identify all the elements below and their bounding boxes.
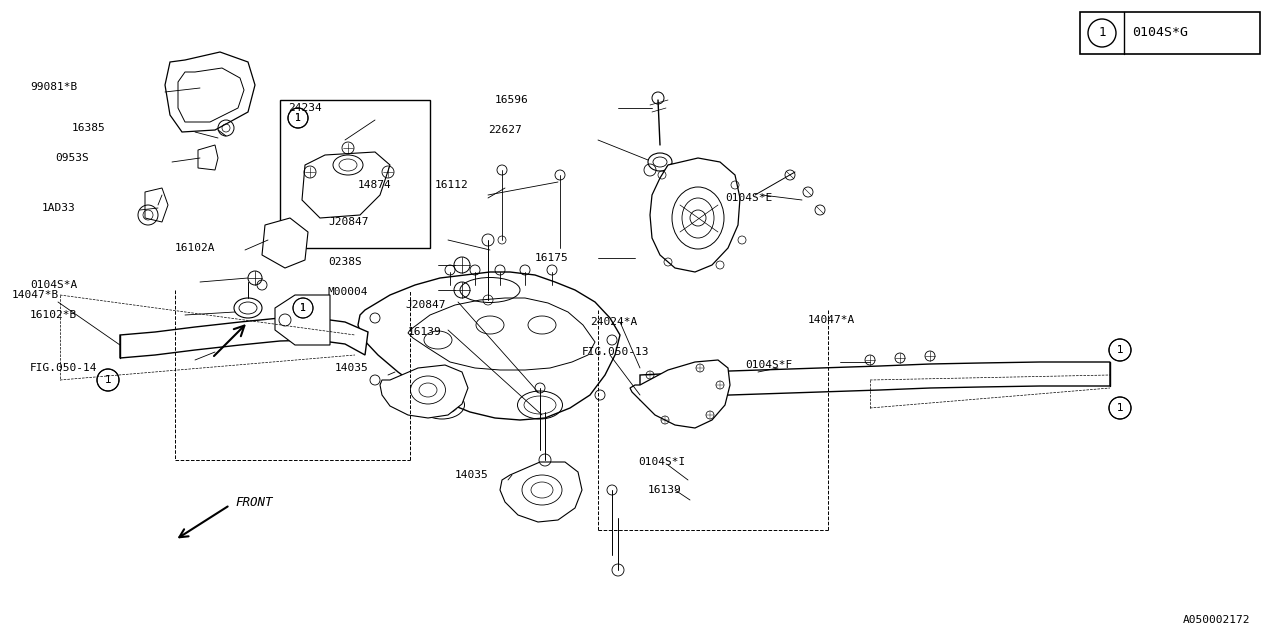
Text: 16102A: 16102A (175, 243, 215, 253)
Polygon shape (358, 272, 620, 420)
Polygon shape (650, 158, 740, 272)
Polygon shape (120, 318, 369, 358)
Text: 16102*B: 16102*B (29, 310, 77, 320)
Text: 1AD33: 1AD33 (42, 203, 76, 213)
Text: 1: 1 (300, 303, 306, 313)
Text: 1: 1 (1098, 26, 1106, 40)
Text: 0104S*F: 0104S*F (745, 360, 792, 370)
Polygon shape (630, 360, 730, 428)
Polygon shape (178, 68, 244, 122)
Polygon shape (275, 295, 330, 345)
Text: 1: 1 (105, 375, 111, 385)
Text: 0238S: 0238S (328, 257, 362, 267)
Text: 1: 1 (296, 113, 301, 123)
Text: 0104S*E: 0104S*E (724, 193, 772, 203)
Text: 14035: 14035 (335, 363, 369, 373)
Polygon shape (302, 152, 390, 218)
Text: 0104S*I: 0104S*I (637, 457, 685, 467)
Polygon shape (380, 365, 468, 418)
Polygon shape (500, 462, 582, 522)
Text: 99081*B: 99081*B (29, 82, 77, 92)
Text: M00004: M00004 (328, 287, 369, 297)
Text: 16112: 16112 (435, 180, 468, 190)
Polygon shape (198, 145, 218, 170)
Circle shape (690, 210, 707, 226)
Bar (280, 100, 430, 248)
Text: J20847: J20847 (404, 300, 445, 310)
Bar (1080, 12, 1260, 54)
Text: 16139: 16139 (648, 485, 682, 495)
Text: 16385: 16385 (72, 123, 106, 133)
Text: 1: 1 (296, 113, 301, 123)
Text: 14874: 14874 (358, 180, 392, 190)
Text: FIG.050-14: FIG.050-14 (29, 363, 97, 373)
Text: J20847: J20847 (328, 217, 369, 227)
Text: 1: 1 (300, 303, 306, 313)
Polygon shape (165, 52, 255, 132)
Text: A050002172: A050002172 (1183, 615, 1251, 625)
Text: FIG.050-13: FIG.050-13 (582, 347, 649, 357)
Text: 14047*B: 14047*B (12, 290, 59, 300)
Text: 24024*A: 24024*A (590, 317, 637, 327)
Polygon shape (262, 218, 308, 268)
Text: 1: 1 (1117, 345, 1123, 355)
Text: 22627: 22627 (488, 125, 522, 135)
Text: FRONT: FRONT (236, 495, 273, 509)
Text: 0104S*G: 0104S*G (1132, 26, 1188, 40)
Text: 24234: 24234 (288, 103, 321, 113)
Polygon shape (640, 362, 1110, 400)
Polygon shape (145, 188, 168, 222)
Text: 14047*A: 14047*A (808, 315, 855, 325)
Text: 1: 1 (1117, 403, 1123, 413)
Text: 14035: 14035 (454, 470, 489, 480)
Text: 16139: 16139 (408, 327, 442, 337)
Text: 1: 1 (105, 375, 111, 385)
Text: 16175: 16175 (535, 253, 568, 263)
Text: 0953S: 0953S (55, 153, 88, 163)
Text: 16596: 16596 (495, 95, 529, 105)
Polygon shape (408, 298, 595, 370)
Text: 1: 1 (1117, 345, 1123, 355)
Text: 1: 1 (1117, 403, 1123, 413)
Text: 0104S*A: 0104S*A (29, 280, 77, 290)
